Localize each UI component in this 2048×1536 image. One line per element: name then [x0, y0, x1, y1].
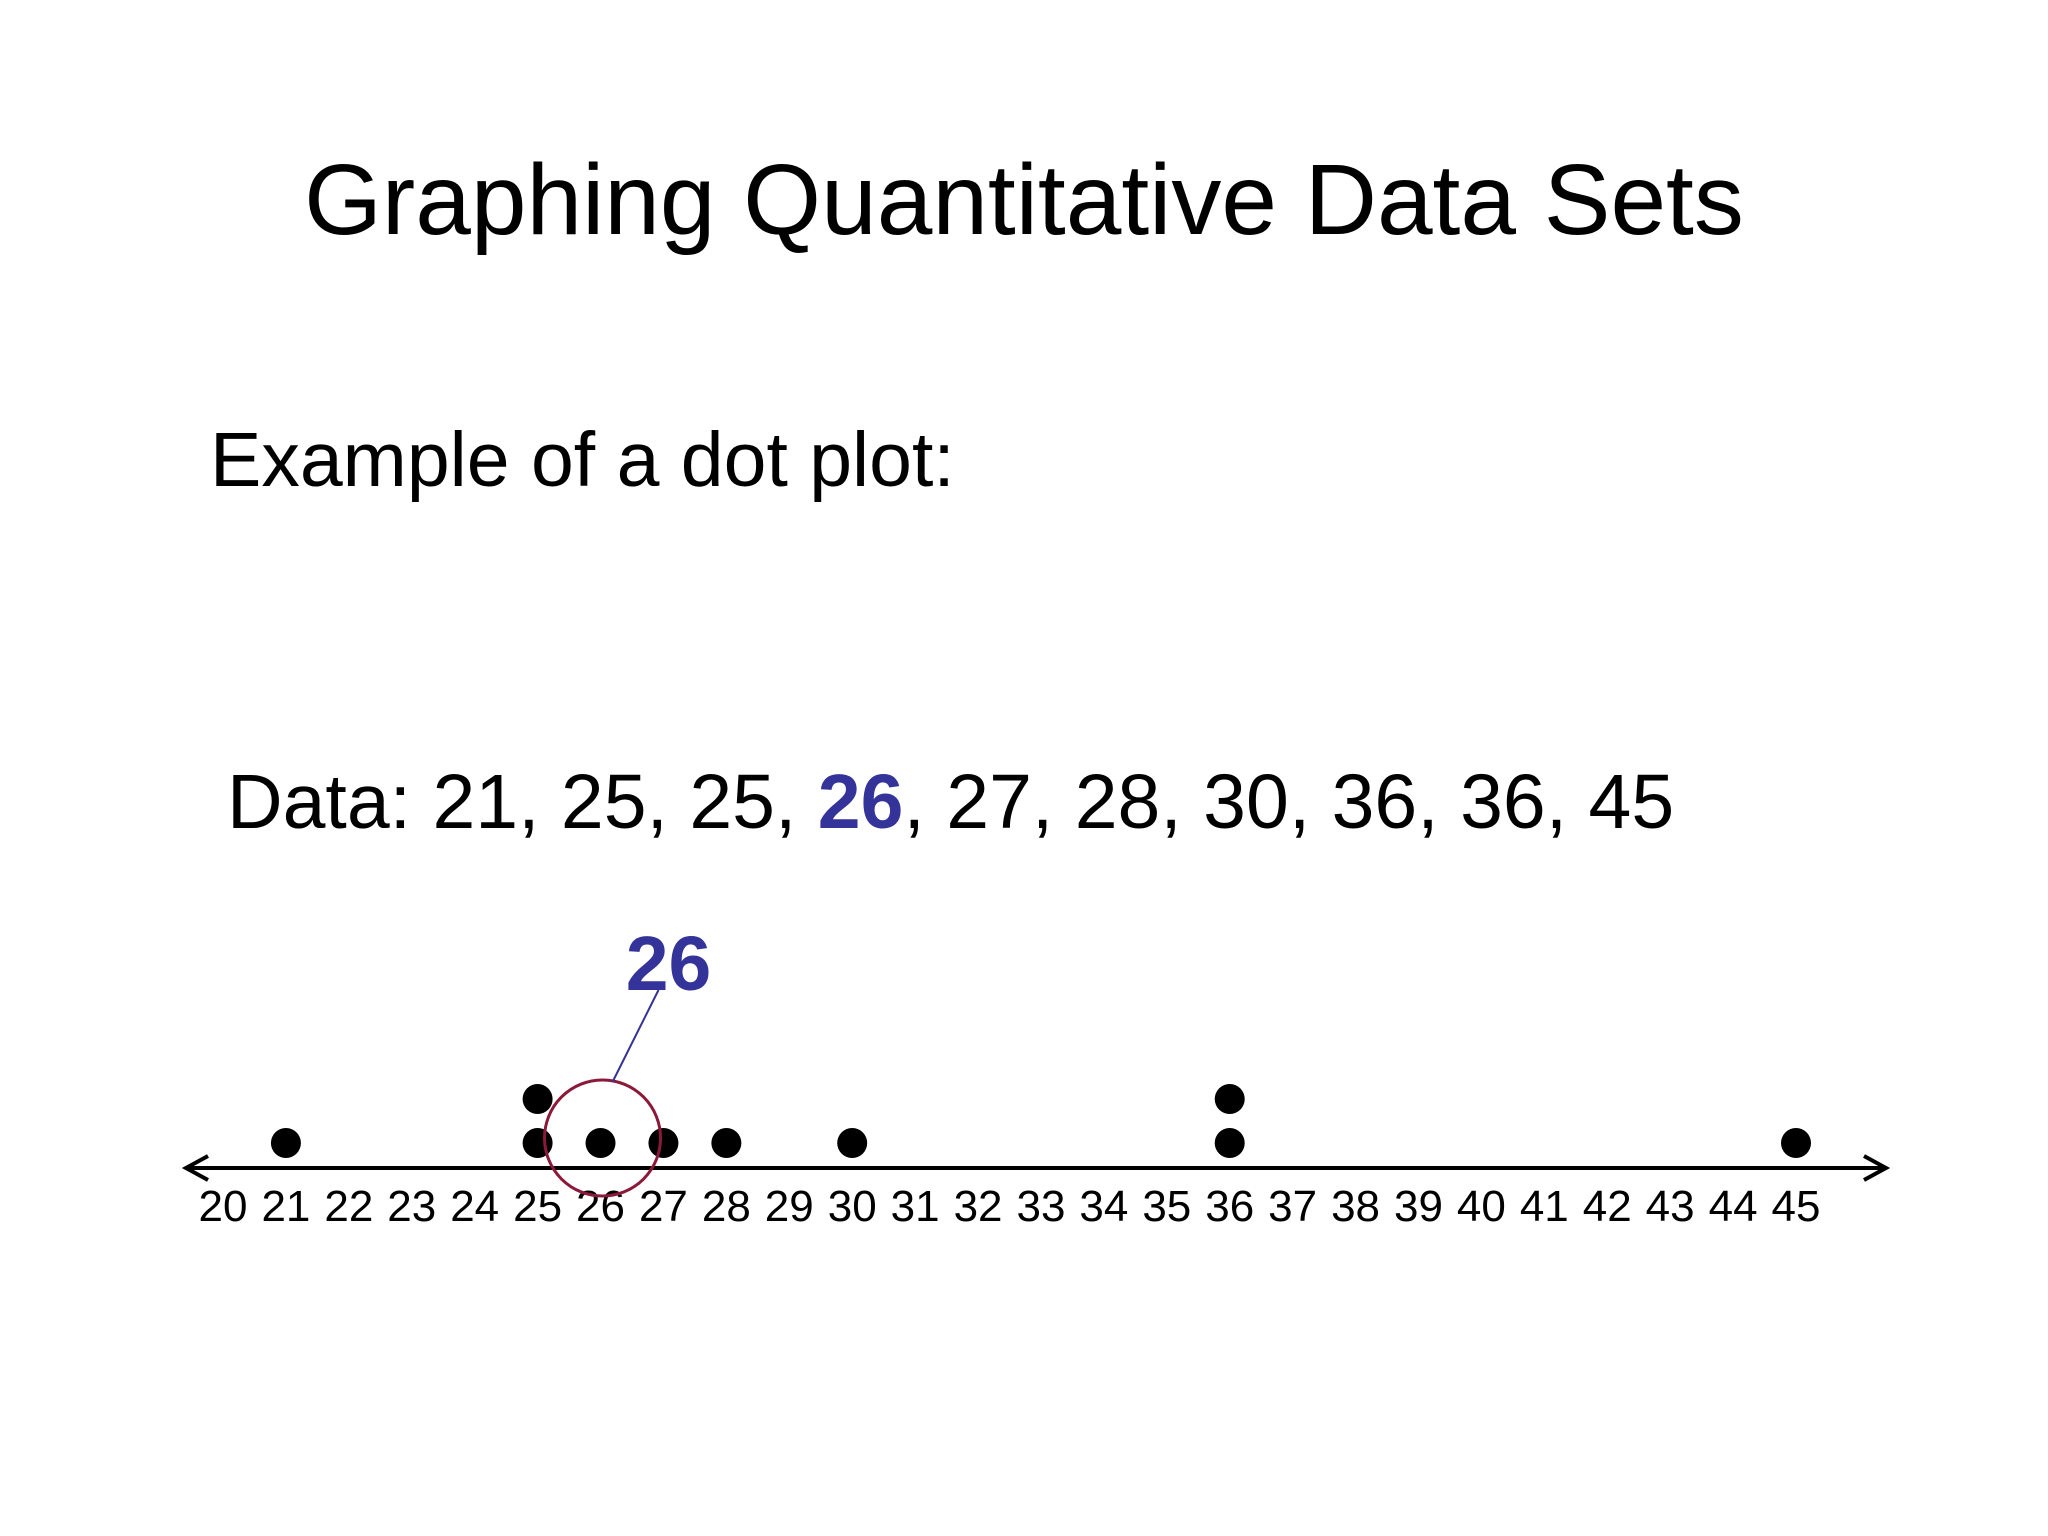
tick-label: 33	[1016, 1182, 1065, 1231]
callout-circle	[543, 1078, 663, 1198]
data-separator: ,	[646, 759, 690, 845]
tick-label: 44	[1709, 1182, 1758, 1231]
slide-title: Graphing Quantitative Data Sets	[304, 144, 1744, 256]
data-prefix: Data:	[227, 759, 433, 845]
data-separator: ,	[775, 759, 818, 845]
tick-label: 35	[1142, 1182, 1191, 1231]
axis-right-arrow	[1863, 1154, 1891, 1182]
data-dot	[1214, 1128, 1245, 1158]
tick-label: 34	[1079, 1182, 1128, 1231]
tick-label: 24	[450, 1182, 499, 1231]
data-separator: ,	[1031, 759, 1075, 845]
tick-label: 29	[765, 1182, 814, 1231]
data-value: 36	[1460, 759, 1546, 845]
callout-line	[611, 989, 660, 1083]
data-value: 28	[1074, 759, 1161, 845]
data-dot	[711, 1128, 742, 1158]
tick-label: 26	[576, 1182, 625, 1231]
tick-label: 20	[199, 1182, 248, 1231]
data-value: 30	[1203, 759, 1289, 845]
callout-label: 26	[626, 921, 712, 1007]
tick-label: 39	[1394, 1182, 1443, 1231]
tick-label: 25	[513, 1182, 562, 1231]
tick-label: 38	[1331, 1182, 1380, 1231]
data-separator: ,	[1417, 759, 1461, 845]
data-dot	[585, 1128, 616, 1158]
data-separator: ,	[518, 759, 561, 845]
tick-label: 42	[1583, 1182, 1632, 1231]
data-list: Data: 21, 25, 25, 26, 27, 28, 30, 36, 36…	[227, 757, 1674, 847]
data-value: 25	[689, 759, 775, 845]
tick-label: 30	[828, 1182, 877, 1231]
dot-plot-subtitle: Example of a dot plot:	[210, 417, 955, 503]
tick-label: 36	[1205, 1182, 1254, 1231]
data-value: 27	[946, 759, 1032, 845]
data-value: 21	[432, 759, 519, 845]
tick-label: 41	[1520, 1182, 1569, 1231]
data-separator: ,	[1288, 759, 1332, 845]
tick-label: 23	[387, 1182, 436, 1231]
data-value: 26	[817, 759, 904, 845]
data-value: 25	[560, 759, 647, 845]
data-dot	[522, 1084, 553, 1114]
data-dot	[1214, 1084, 1245, 1114]
tick-label: 43	[1646, 1182, 1695, 1231]
tick-label: 22	[324, 1182, 373, 1231]
tick-labels: 20 21 22 23 24 25 26 27 28 29 30 31 32 33 34 35 36 37 38 39…	[199, 1182, 1821, 1231]
tick-label: 28	[702, 1182, 751, 1231]
tick-label: 32	[954, 1182, 1003, 1231]
callout-annotation: 26	[543, 921, 712, 1198]
number-line	[181, 1154, 1891, 1182]
data-dot	[837, 1128, 868, 1158]
data-dot	[270, 1128, 301, 1158]
data-dot	[648, 1128, 679, 1158]
tick-label: 37	[1268, 1182, 1317, 1231]
data-separator: ,	[1545, 759, 1589, 845]
tick-label: 40	[1457, 1182, 1506, 1231]
data-value: 36	[1331, 759, 1418, 845]
tick-label: 45	[1772, 1182, 1821, 1231]
data-dots	[270, 1084, 1811, 1158]
data-dot	[1781, 1128, 1811, 1158]
data-separator: ,	[903, 759, 947, 845]
tick-label: 27	[639, 1182, 688, 1231]
data-values: 21, 25, 25, 26, 27, 28, 30, 36, 36, 45	[432, 759, 1674, 845]
axis-left-arrow	[181, 1154, 209, 1182]
tick-label: 21	[261, 1182, 310, 1231]
tick-label: 31	[891, 1182, 940, 1231]
data-value: 45	[1588, 759, 1675, 845]
data-separator: ,	[1160, 759, 1204, 845]
